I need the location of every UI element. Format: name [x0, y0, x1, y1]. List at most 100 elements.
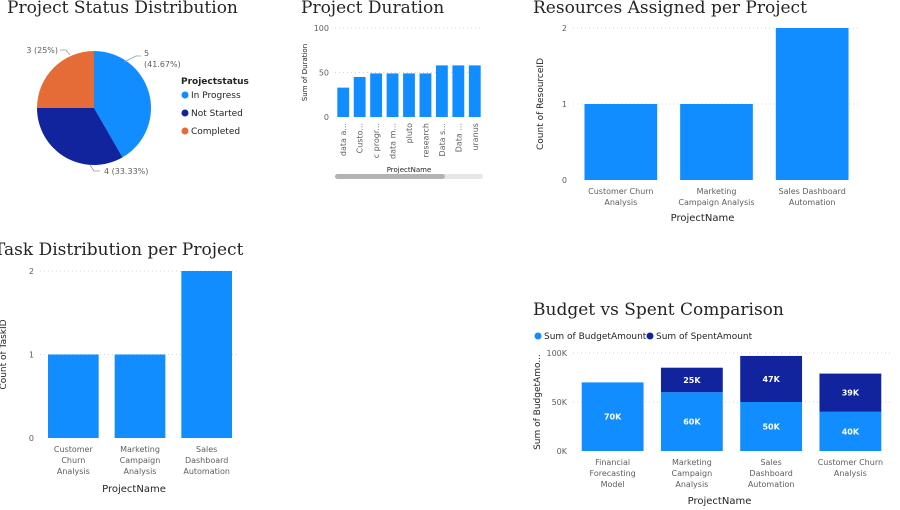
- bar: [680, 104, 753, 180]
- bar: [819, 373, 882, 412]
- bar-data-label: 50K: [762, 423, 780, 432]
- bar: [775, 28, 849, 180]
- bar: [435, 65, 448, 117]
- bar: [581, 382, 644, 451]
- bar: [584, 104, 658, 180]
- x-tick-label: Model: [601, 480, 625, 489]
- x-tick-label: c progr...: [372, 123, 381, 158]
- y-tick-label: 100K: [546, 349, 567, 358]
- pie-legend-marker: [181, 109, 189, 117]
- pie-legend-marker: [181, 127, 189, 135]
- pie-legend-title: Projectstatus: [181, 77, 249, 87]
- x-tick-label: Churn: [61, 456, 85, 465]
- pie-legend-item: Completed: [191, 127, 240, 137]
- bar-data-label: 25K: [683, 376, 701, 385]
- pie-data-label: (41.67%): [144, 60, 181, 69]
- bar-data-label: 40K: [842, 427, 860, 436]
- bar: [740, 355, 803, 402]
- y-tick-label: 0: [29, 434, 34, 443]
- bar: [386, 73, 399, 117]
- bar: [660, 392, 723, 451]
- bar: [48, 354, 99, 438]
- x-tick-label: Customer Churn: [588, 187, 653, 196]
- bar: [370, 73, 383, 117]
- x-axis-label: ProjectName: [102, 484, 166, 495]
- x-tick-label: Data ...: [454, 123, 463, 152]
- budget-legend-item: Sum of SpentAmount: [656, 332, 753, 342]
- pie-leader-line: [123, 55, 141, 63]
- bar: [181, 271, 232, 438]
- tasks-chart-title: Task Distribution per Project: [0, 240, 244, 260]
- bar-data-label: 70K: [604, 413, 622, 422]
- budget-legend-marker: [646, 332, 654, 340]
- duration-scrollbar-thumb[interactable]: [335, 174, 445, 179]
- resources-chart: 0 1 2 Count of ResourceID Customer Churn Anal…: [536, 24, 860, 224]
- x-tick-label: data m...: [389, 123, 398, 159]
- x-tick-label: data a...: [339, 123, 348, 156]
- pie-chart-panel[interactable]: Project Status Distribution 5 (41.67%) 4 (…: [0, 0, 290, 200]
- pie-slice: [37, 51, 94, 108]
- budget-chart-title: Budget vs Spent Comparison: [533, 300, 784, 320]
- duration-chart-panel[interactable]: Project Duration 0 50 100 Sum of Duration da…: [295, 0, 505, 200]
- x-tick-label: Marketing: [672, 458, 712, 467]
- y-tick-label: 0: [562, 176, 567, 185]
- y-tick-label: 2: [562, 24, 567, 33]
- pie-legend-item: In Progress: [191, 91, 241, 101]
- budget-chart-panel[interactable]: Budget vs Spent Comparison 0K 50K 100K Sum …: [525, 300, 900, 510]
- bar: [353, 76, 366, 117]
- pie-leader-line: [60, 49, 71, 56]
- x-tick-label: Campaign: [120, 456, 161, 465]
- x-tick-label: Sales Dashboard: [779, 187, 846, 196]
- pie-chart-title: Project Status Distribution: [7, 0, 238, 18]
- x-axis-label: ProjectName: [688, 496, 752, 507]
- bar: [819, 411, 882, 451]
- x-tick-label: Forecasting: [590, 469, 636, 478]
- y-tick-label: 2: [29, 267, 34, 276]
- bar-data-label: 60K: [683, 418, 701, 427]
- bar-data-label: 47K: [762, 375, 780, 384]
- x-tick-label: Customer Churn: [818, 458, 883, 467]
- y-tick-label: 0: [324, 113, 329, 122]
- bar: [468, 65, 481, 117]
- x-tick-label: pluto: [405, 123, 414, 144]
- bar: [660, 367, 723, 393]
- y-tick-label: 100: [314, 24, 329, 33]
- x-tick-label: Custo...: [356, 123, 365, 153]
- x-tick-label: Marketing: [697, 187, 737, 196]
- x-tick-label: Financial: [595, 458, 630, 467]
- duration-chart: 0 50 100 Sum of Duration data a... Custo... c …: [301, 24, 483, 174]
- pie-slice: [37, 108, 123, 165]
- x-tick-label: Sales: [196, 445, 217, 454]
- bar: [452, 65, 465, 117]
- y-axis-label: Count of ResourceID: [536, 58, 546, 150]
- duration-scrollbar[interactable]: [335, 174, 483, 179]
- x-tick-label: Automation: [789, 198, 836, 207]
- x-tick-label: Campaign: [672, 469, 713, 478]
- tasks-chart-panel[interactable]: Task Distribution per Project 0 1 2 Count o…: [0, 240, 260, 510]
- x-tick-label: Analysis: [675, 480, 708, 489]
- y-tick-label: 50K: [552, 398, 568, 407]
- tasks-chart: 0 1 2 Count of TaskID Customer Churn Analysis M…: [0, 267, 240, 495]
- bar: [114, 354, 166, 438]
- y-tick-label: 1: [562, 100, 567, 109]
- x-tick-label: Automation: [748, 480, 795, 489]
- x-tick-label: research: [421, 123, 430, 158]
- y-axis-label: Sum of BudgetAmo...: [533, 354, 543, 450]
- x-tick-label: Analysis: [834, 469, 867, 478]
- x-axis-label: ProjectName: [671, 213, 735, 224]
- pie-legend-item: Not Started: [191, 109, 243, 119]
- y-tick-label: 1: [29, 351, 34, 360]
- pie-data-label: 3 (25%): [26, 46, 58, 55]
- y-tick-label: 50: [319, 69, 329, 78]
- resources-chart-title: Resources Assigned per Project: [533, 0, 807, 18]
- x-tick-label: uranus: [471, 123, 480, 151]
- bar: [403, 73, 415, 117]
- resources-chart-panel[interactable]: Resources Assigned per Project 0 1 2 Count …: [525, 0, 900, 235]
- y-axis-label: Sum of Duration: [301, 44, 309, 101]
- x-tick-label: Sales: [760, 458, 781, 467]
- duration-chart-title: Project Duration: [301, 0, 445, 18]
- y-tick-label: 0K: [557, 447, 568, 456]
- x-tick-label: Marketing: [120, 445, 160, 454]
- x-tick-label: Campaign Analysis: [678, 198, 754, 207]
- x-tick-label: Dashboard: [749, 469, 792, 478]
